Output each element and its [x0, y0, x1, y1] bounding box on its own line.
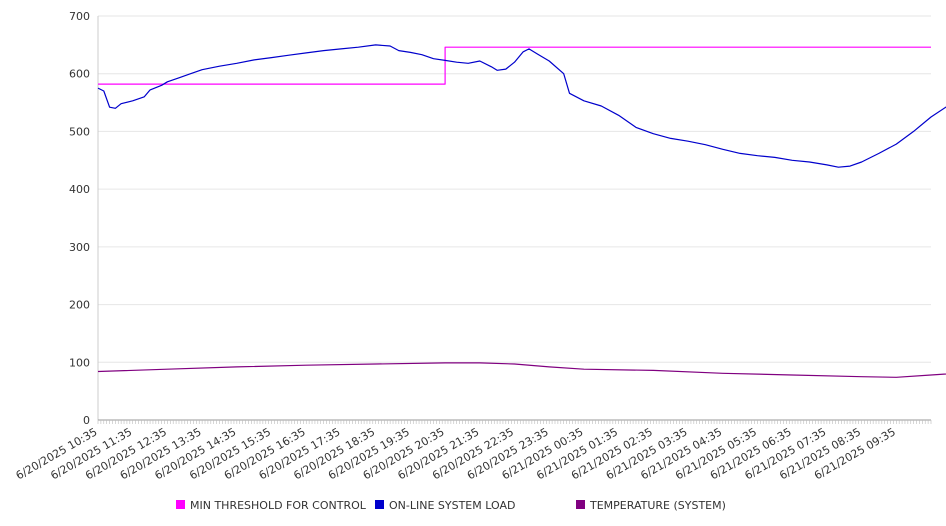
- series-lines: [97, 44, 946, 378]
- y-tick-label-500: 500: [69, 125, 90, 138]
- series-line-2: [97, 362, 946, 378]
- legend-label-0: MIN THRESHOLD FOR CONTROL: [190, 499, 367, 512]
- y-tick-label-200: 200: [69, 299, 90, 312]
- y-tick-label-600: 600: [69, 68, 90, 81]
- y-axis-tick-labels: 0 100 200 300 400 500 600 700: [69, 10, 90, 427]
- legend-swatch-0: [176, 500, 185, 509]
- series-line-1: [97, 44, 946, 168]
- legend-label-1: ON-LINE SYSTEM LOAD: [389, 499, 515, 512]
- y-tick-label-400: 400: [69, 183, 90, 196]
- series-line-0: [98, 46, 931, 85]
- axes: [97, 16, 931, 421]
- y-tick-label-300: 300: [69, 241, 90, 254]
- y-tick-label-100: 100: [69, 356, 90, 369]
- y-tick-label-700: 700: [69, 10, 90, 23]
- y-tick-label-0: 0: [83, 414, 90, 427]
- legend: MIN THRESHOLD FOR CONTROL ON-LINE SYSTEM …: [176, 499, 726, 512]
- x-axis-tick-labels: 6/20/2025 10:356/20/2025 11:356/20/2025 …: [14, 425, 898, 482]
- gridlines: [98, 15, 931, 363]
- legend-swatch-2: [576, 500, 585, 509]
- legend-swatch-1: [375, 500, 384, 509]
- x-axis-ticks: [97, 420, 932, 424]
- legend-label-2: TEMPERATURE (SYSTEM): [589, 499, 726, 512]
